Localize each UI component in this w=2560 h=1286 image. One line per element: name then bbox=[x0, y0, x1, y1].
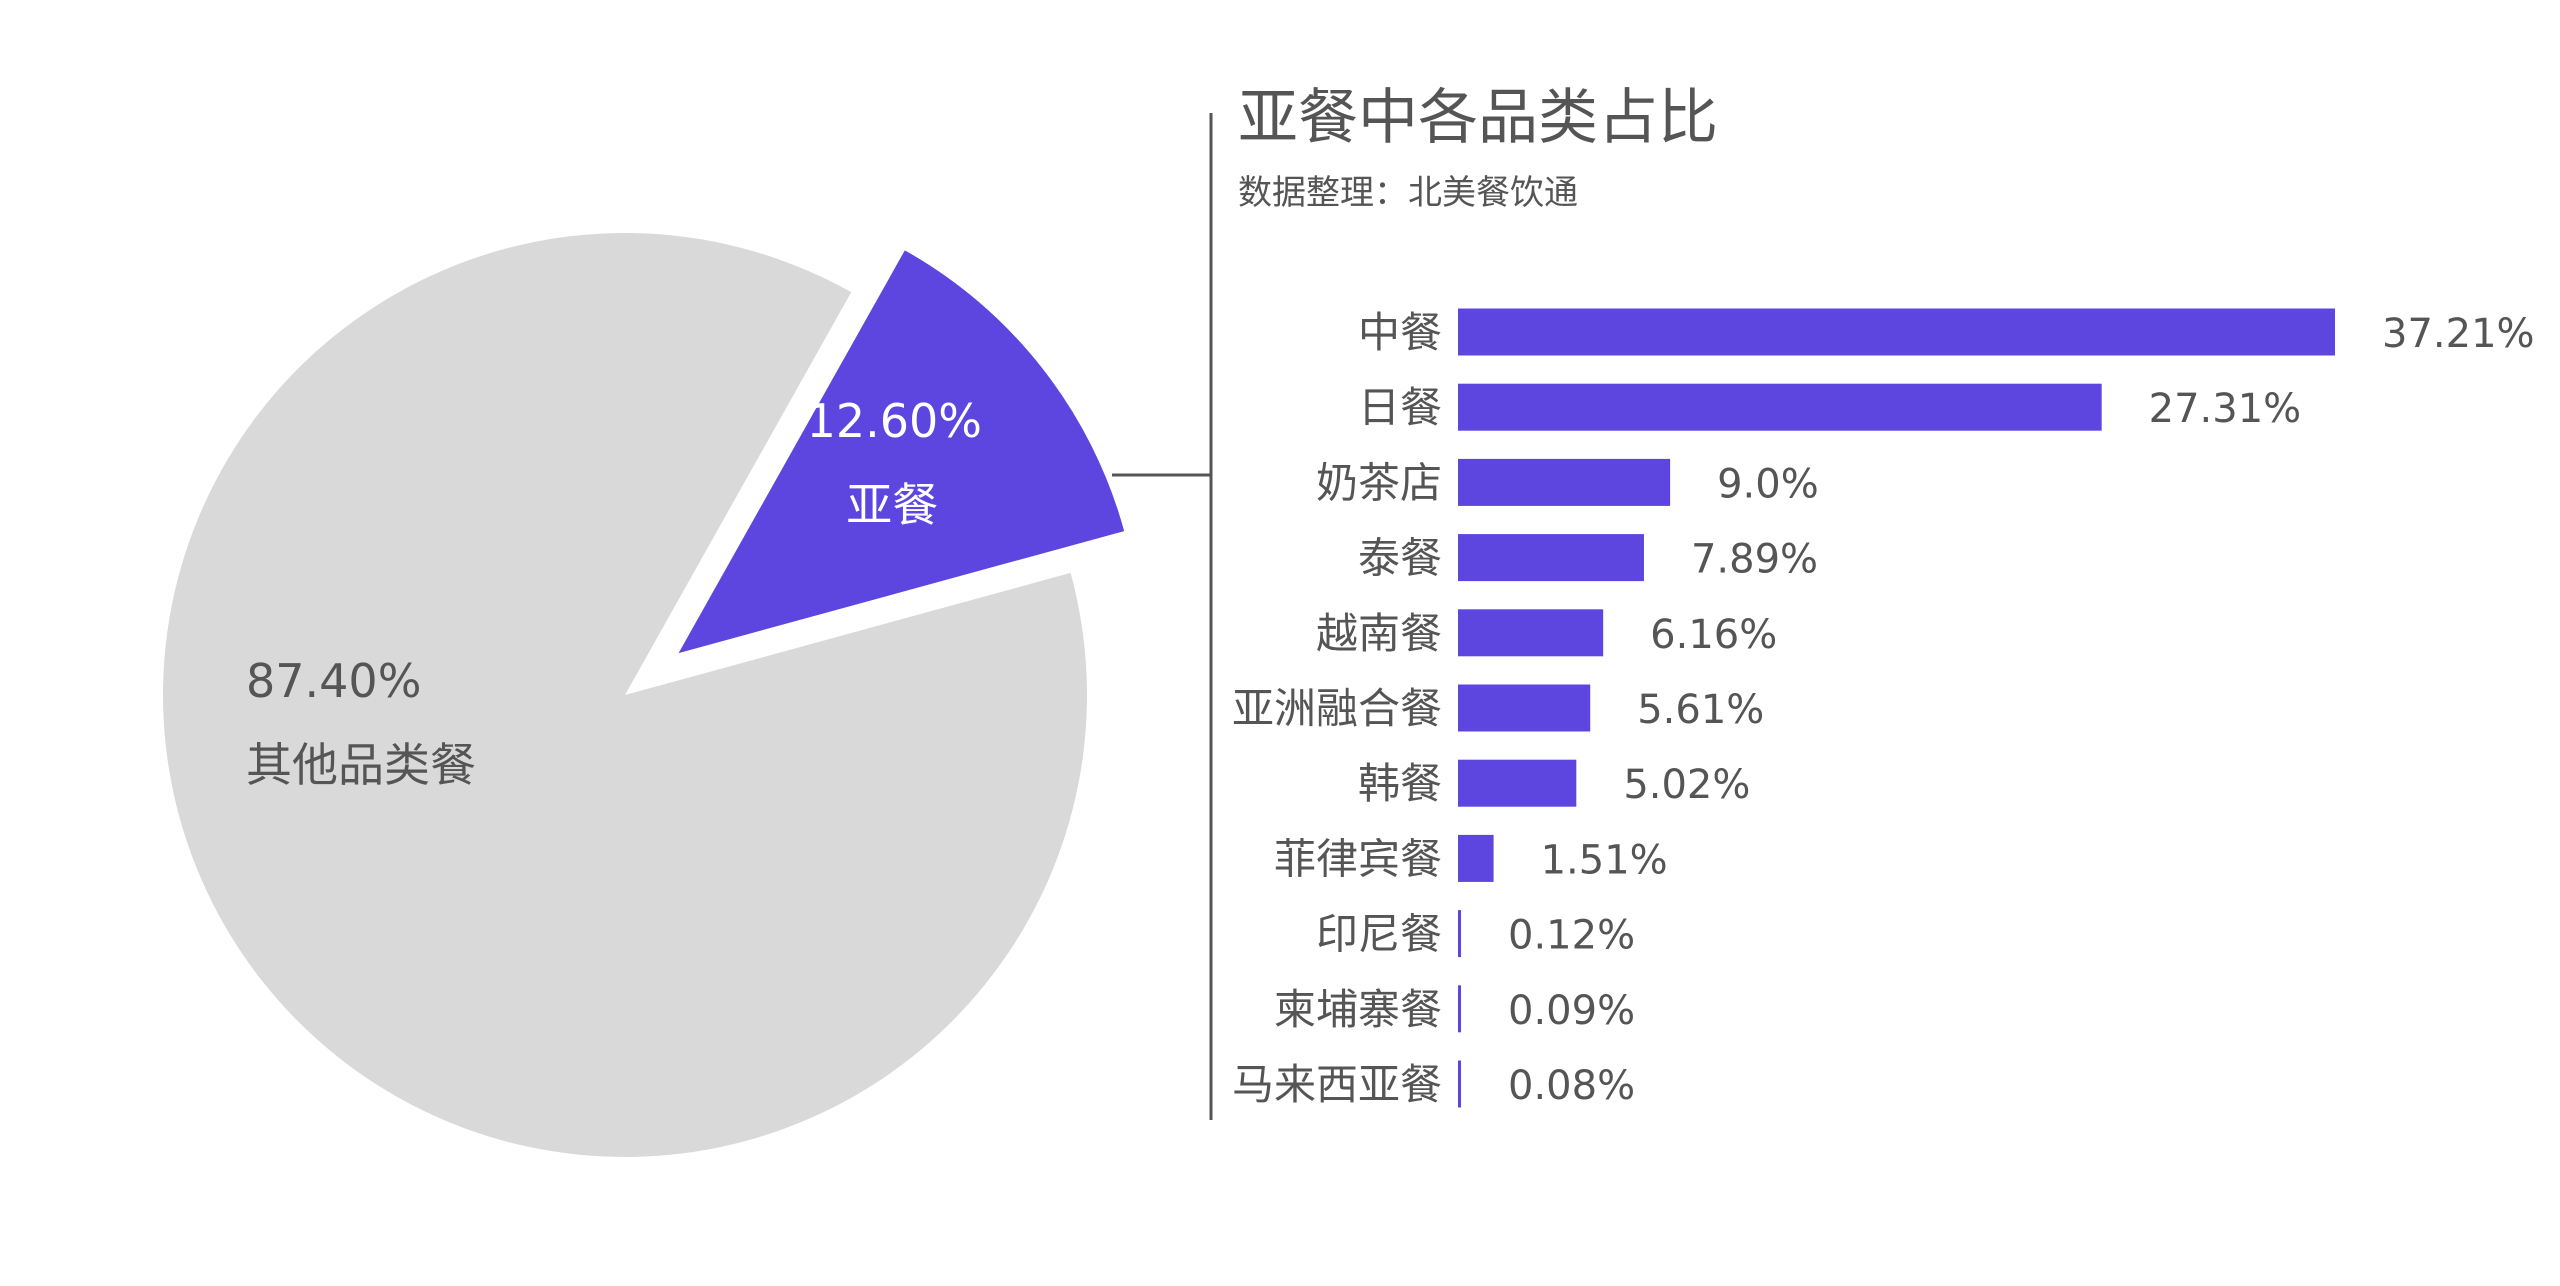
bar-value-label: 1.51% bbox=[1541, 837, 1668, 883]
bar-value-label: 7.89% bbox=[1691, 537, 1818, 583]
bar bbox=[1458, 1060, 1461, 1108]
bar-value-label: 5.02% bbox=[1623, 762, 1750, 808]
pie-slice-other-label: 其他品类餐 bbox=[246, 738, 476, 792]
bar-category-label: 中餐 bbox=[1358, 308, 1442, 357]
bar-value-label: 27.31% bbox=[2149, 386, 2302, 432]
pie-slice-other-value: 87.40% bbox=[246, 654, 421, 708]
bar bbox=[1458, 684, 1591, 732]
pie-slice-asian bbox=[678, 250, 1125, 654]
pie-slice-asian-value: 12.60% bbox=[807, 394, 982, 448]
bar bbox=[1458, 910, 1461, 958]
connector-group bbox=[1112, 113, 1213, 1120]
bar bbox=[1458, 759, 1577, 807]
bar-category-label: 奶茶店 bbox=[1316, 458, 1442, 507]
bar-category-label: 日餐 bbox=[1358, 383, 1442, 432]
bar bbox=[1458, 383, 2102, 431]
bar-category-label: 越南餐 bbox=[1316, 609, 1442, 658]
bar-category-label: 柬埔寨餐 bbox=[1274, 985, 1442, 1034]
bar-category-label: 泰餐 bbox=[1358, 534, 1442, 583]
bar-value-label: 0.08% bbox=[1508, 1063, 1635, 1109]
chart-title: 亚餐中各品类占比 bbox=[1238, 83, 1718, 153]
bar-category-label: 韩餐 bbox=[1358, 759, 1442, 808]
bar bbox=[1458, 534, 1644, 582]
pie-slice-asian-label: 亚餐 bbox=[846, 478, 938, 532]
bar bbox=[1458, 609, 1604, 657]
pie-chart: 12.60% 亚餐 87.40% 其他品类餐 bbox=[162, 232, 1125, 1158]
bar-chart: 亚餐中各品类占比 数据整理：北美餐饮通 中餐 37.21% 日餐 27.31% 奶茶店 9… bbox=[1232, 83, 2535, 1109]
bar-category-label: 印尼餐 bbox=[1316, 910, 1442, 959]
bar-category-label: 菲律宾餐 bbox=[1274, 834, 1442, 883]
bar bbox=[1458, 985, 1461, 1033]
bar-value-label: 0.09% bbox=[1508, 988, 1635, 1034]
bar-value-label: 6.16% bbox=[1650, 612, 1777, 658]
chart-subtitle: 数据整理：北美餐饮通 bbox=[1238, 173, 1578, 213]
pie-slice-other bbox=[162, 232, 1087, 1158]
bar-category-label: 亚洲融合餐 bbox=[1232, 684, 1442, 733]
bar-value-label: 0.12% bbox=[1508, 913, 1635, 959]
bar-category-label: 马来西亚餐 bbox=[1232, 1060, 1442, 1109]
bar-value-label: 9.0% bbox=[1717, 461, 1819, 507]
bar bbox=[1458, 308, 2335, 356]
bar-value-label: 5.61% bbox=[1637, 687, 1764, 733]
bar-value-label: 37.21% bbox=[2382, 311, 2535, 357]
bar bbox=[1458, 834, 1494, 882]
bar bbox=[1458, 458, 1671, 506]
